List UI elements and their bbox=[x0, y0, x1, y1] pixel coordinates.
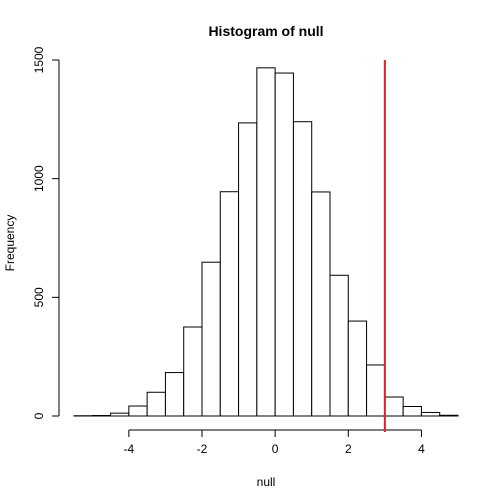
y-tick-label: 1500 bbox=[32, 46, 46, 73]
histogram-bar bbox=[329, 274, 349, 417]
histogram-bar bbox=[347, 320, 368, 417]
x-tick-label: 4 bbox=[418, 442, 425, 456]
y-tick-label: 500 bbox=[32, 287, 46, 307]
histogram-bar bbox=[146, 391, 166, 417]
histogram-bar bbox=[439, 414, 459, 417]
histogram-bar bbox=[420, 411, 441, 417]
y-tick-label: 0 bbox=[32, 412, 46, 419]
x-axis: -4 -2 0 2 4 bbox=[124, 429, 425, 456]
x-tick-label: -2 bbox=[197, 442, 208, 456]
x-tick-label: 2 bbox=[345, 442, 352, 456]
x-tick-label: 0 bbox=[272, 442, 279, 456]
histogram-bar bbox=[256, 67, 276, 417]
x-tick-label: -4 bbox=[124, 442, 135, 456]
histogram-bar bbox=[238, 122, 258, 417]
y-axis-label: Frequency bbox=[3, 215, 17, 272]
histogram-bar bbox=[201, 261, 221, 417]
histogram-bar bbox=[292, 121, 313, 417]
y-axis: 0 500 1000 1500 bbox=[32, 46, 60, 419]
y-tick-label: 1000 bbox=[32, 165, 46, 192]
histogram-bar bbox=[402, 406, 422, 417]
bars-group bbox=[73, 67, 459, 417]
histogram-bar bbox=[164, 372, 185, 417]
histogram-bar bbox=[366, 364, 386, 417]
histogram-bar bbox=[384, 396, 404, 417]
histogram-bar bbox=[183, 326, 203, 417]
x-axis-label: null bbox=[257, 475, 276, 489]
histogram-bar bbox=[274, 72, 294, 417]
histogram-bar bbox=[219, 191, 240, 417]
histogram-bar bbox=[311, 191, 331, 417]
chart-title: Histogram of null bbox=[208, 23, 323, 39]
histogram-bar bbox=[128, 405, 148, 417]
histogram-bar bbox=[110, 412, 130, 417]
